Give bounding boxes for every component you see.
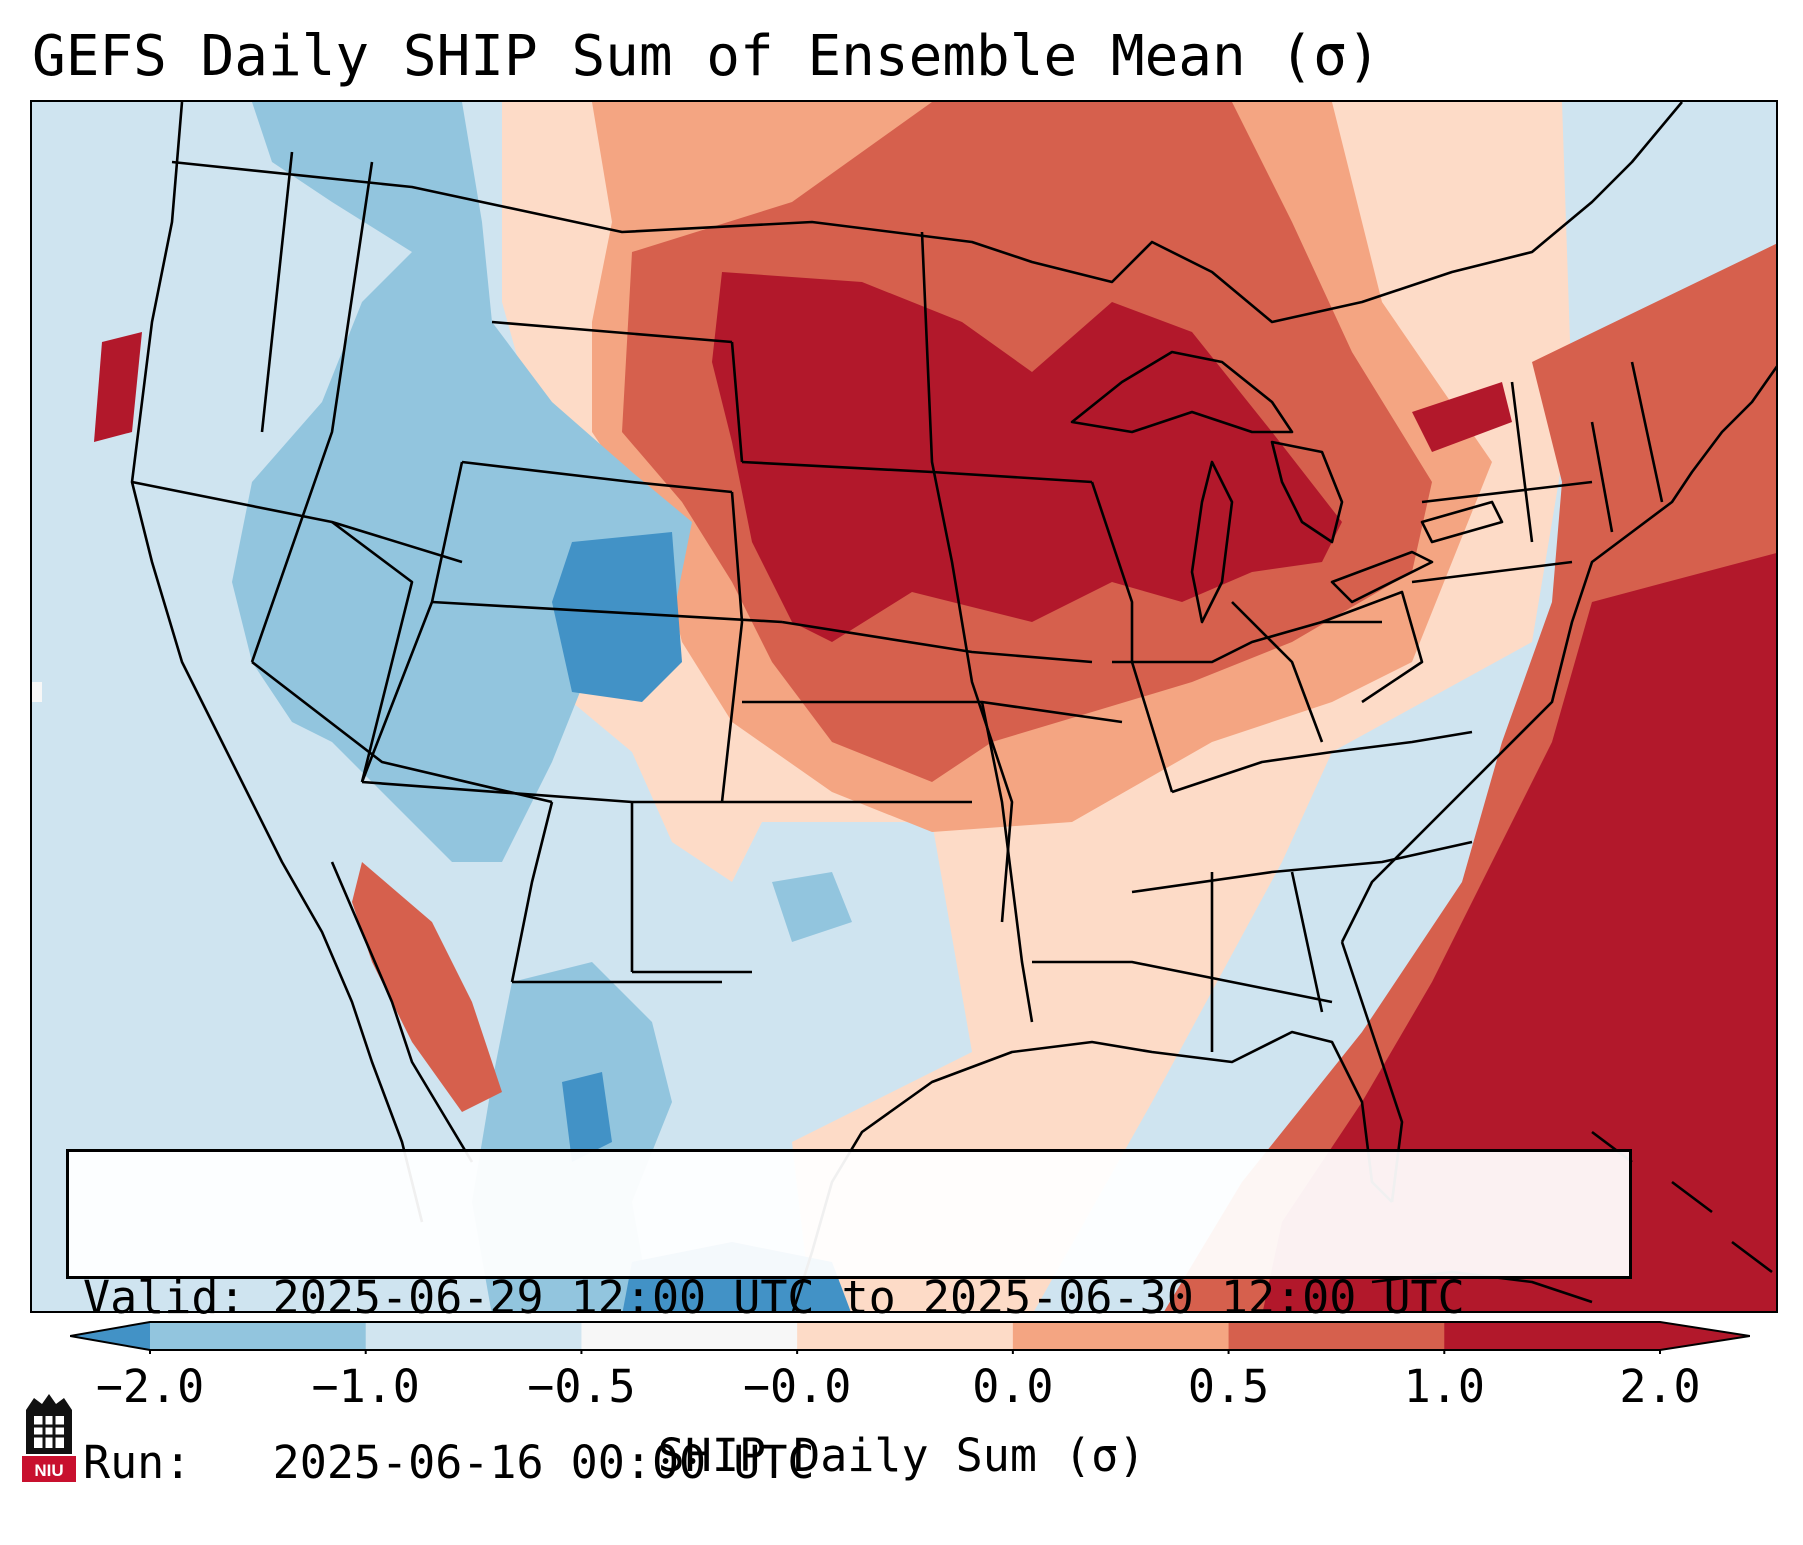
run-value: 2025-06-16 00:00 UTC [272,1436,815,1489]
colorbar-tick-label: 1.0 [1403,1360,1485,1413]
field-neutral-patch-west [32,682,42,702]
colorbar-tick-label: −0.0 [742,1360,852,1413]
map-title: GEFS Daily SHIP Sum of Ensemble Mean (σ) [32,24,1381,89]
baja-coast [330,861,474,1163]
logo-window-grid [34,1416,64,1448]
colorbar-tick-label: 2.0 [1619,1360,1701,1413]
field-very-strong-positive-atlantic [1262,553,1776,1311]
field-negative-south-texas [772,872,852,942]
colorbar-segment [1012,1322,1230,1350]
colorbar-tick-label: 0.5 [1187,1360,1270,1413]
florida-east-coast [1340,941,1404,1203]
field-very-strong-positive-midwest [712,272,1342,642]
colorbar-label: SHIP Daily Sum (σ) [657,1429,1146,1482]
lake-michigan [1190,460,1234,624]
run-label: Run: [83,1436,192,1489]
colorbar-segment [797,1322,1014,1350]
west-coast [130,102,424,1223]
field-strong-negative-mexico [562,1072,612,1162]
valid-label: Valid: [83,1271,246,1324]
logo-banner [22,1456,76,1482]
run-row: Run: 2025-06-16 00:00 UTC [83,1435,1615,1490]
field-strong-negative-colorado [552,532,682,702]
colorbar-segment [581,1322,798,1350]
shaded-field [32,102,1776,1311]
colorbar-segment [1444,1322,1661,1350]
field-very-strong-positive-oregon-coast [94,332,142,442]
map-panel [30,100,1778,1313]
valid-value: 2025-06-29 12:00 UTC to 2025-06-30 12:00… [272,1271,1465,1324]
valid-run-info-box: Valid: 2025-06-29 12:00 UTC to 2025-06-3… [66,1149,1632,1489]
colorbar-segment [1228,1322,1445,1350]
niu-logo: NIU [22,1394,76,1482]
colorbar-segment [365,1322,582,1350]
lake-superior [1070,350,1294,434]
colorbar-segment [150,1322,367,1350]
logo-text: NIU [34,1461,63,1480]
colorbar-tick-label: −2.0 [95,1360,205,1413]
lake-ontario [1420,500,1504,544]
colorbar-tick-label: −0.5 [527,1360,636,1413]
east-coast [1340,365,1776,943]
colorbar-extend-low [70,1322,150,1350]
lake-huron [1270,440,1344,544]
us-canada-border [171,102,1683,324]
valid-row: Valid: 2025-06-29 12:00 UTC to 2025-06-3… [83,1270,1615,1325]
colorbar-tick-label: −1.0 [311,1360,420,1413]
colorbar-tick-label: 0.0 [972,1360,1054,1413]
field-positive-gulf-of-california [352,862,502,1112]
lake-erie [1330,550,1434,604]
colorbar-extend-high [1660,1322,1750,1350]
boundaries [130,102,1776,1311]
field-very-strong-positive-lake-ontario [1412,382,1512,452]
colorbar [70,1321,1750,1354]
